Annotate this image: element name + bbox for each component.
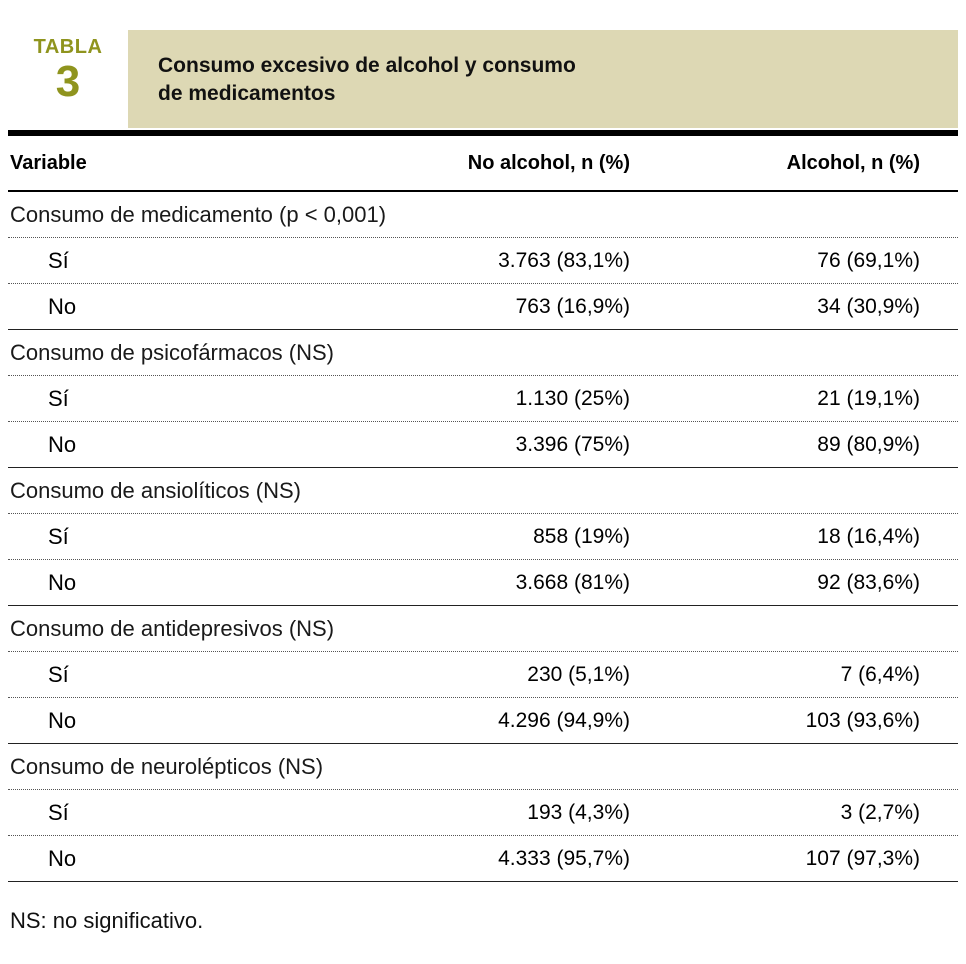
column-header-alcohol: Alcohol, n (%) [786,151,920,174]
no-alcohol-value: 858 (19%) [533,524,630,548]
no-alcohol-value: 193 (4,3%) [527,800,630,824]
alcohol-value: 3 (2,7%) [840,800,920,824]
table-row: No 763 (16,9%) 34 (30,9%) [8,284,958,330]
table-section: Consumo de medicamento (p < 0,001) Sí 3.… [8,192,958,330]
row-label: No [48,569,77,595]
row-label: Sí [48,247,69,273]
section-label-row: Consumo de psicofármacos (NS) [8,330,958,376]
table-title-line1: Consumo excesivo de alcohol y consumo [158,54,576,77]
row-label: No [48,431,77,457]
no-alcohol-value: 763 (16,9%) [515,294,630,318]
row-label: Sí [48,523,69,549]
column-header-row: Variable No alcohol, n (%) Alcohol, n (%… [8,136,958,192]
no-alcohol-value: 1.130 (25%) [515,386,630,410]
row-label: No [48,293,77,319]
table-header: TABLA 3 Consumo excesivo de alcohol y co… [8,30,958,128]
alcohol-value: 7 (6,4%) [840,662,920,686]
row-label: No [48,845,77,871]
table-title-line2: de medicamentos [158,82,336,105]
no-alcohol-value: 230 (5,1%) [527,662,630,686]
column-header-no-alcohol: No alcohol, n (%) [467,151,630,174]
table-section: Consumo de neurolépticos (NS) Sí 193 (4,… [8,744,958,882]
table-row: Sí 1.130 (25%) 21 (19,1%) [8,376,958,422]
section-label: Consumo de psicofármacos (NS) [10,339,335,365]
table-section: Consumo de psicofármacos (NS) Sí 1.130 (… [8,330,958,468]
no-alcohol-value: 4.296 (94,9%) [498,708,630,732]
section-label: Consumo de antidepresivos (NS) [10,615,335,641]
row-label: No [48,707,77,733]
table-footnote: NS: no significativo. [10,908,204,933]
table-section: Consumo de ansiolíticos (NS) Sí 858 (19%… [8,468,958,606]
section-label-row: Consumo de neurolépticos (NS) [8,744,958,790]
no-alcohol-value: 4.333 (95,7%) [498,846,630,870]
table-row: Sí 193 (4,3%) 3 (2,7%) [8,790,958,836]
row-label: Sí [48,385,69,411]
alcohol-value: 103 (93,6%) [805,708,920,732]
alcohol-value: 34 (30,9%) [817,294,920,318]
table-row: Sí 3.763 (83,1%) 76 (69,1%) [8,238,958,284]
section-label: Consumo de ansiolíticos (NS) [10,477,302,503]
table-section: Consumo de antidepresivos (NS) Sí 230 (5… [8,606,958,744]
table-label-word: TABLA [33,36,103,58]
table-row: No 3.668 (81%) 92 (83,6%) [8,560,958,606]
alcohol-value: 18 (16,4%) [817,524,920,548]
section-label: Consumo de neurolépticos (NS) [10,753,324,779]
alcohol-value: 89 (80,9%) [817,432,920,456]
alcohol-value: 92 (83,6%) [817,570,920,594]
column-header-variable: Variable [10,151,87,174]
table-row: No 4.296 (94,9%) 103 (93,6%) [8,698,958,744]
table-row: No 3.396 (75%) 89 (80,9%) [8,422,958,468]
header-divider-rule [8,130,958,136]
section-label-row: Consumo de medicamento (p < 0,001) [8,192,958,238]
alcohol-value: 76 (69,1%) [817,248,920,272]
table-row: Sí 858 (19%) 18 (16,4%) [8,514,958,560]
section-label-row: Consumo de ansiolíticos (NS) [8,468,958,514]
alcohol-value: 21 (19,1%) [817,386,920,410]
table-number-block: TABLA 3 [8,30,128,128]
table-title-block: Consumo excesivo de alcohol y consumo de… [128,30,958,128]
no-alcohol-value: 3.396 (75%) [515,432,630,456]
table-label-number: 3 [55,57,81,106]
section-label-row: Consumo de antidepresivos (NS) [8,606,958,652]
alcohol-value: 107 (97,3%) [805,846,920,870]
no-alcohol-value: 3.668 (81%) [515,570,630,594]
section-label: Consumo de medicamento (p < 0,001) [10,201,387,227]
table-row: Sí 230 (5,1%) 7 (6,4%) [8,652,958,698]
no-alcohol-value: 3.763 (83,1%) [498,248,630,272]
row-label: Sí [48,661,69,687]
row-label: Sí [48,799,69,825]
table-row: No 4.333 (95,7%) 107 (97,3%) [8,836,958,882]
